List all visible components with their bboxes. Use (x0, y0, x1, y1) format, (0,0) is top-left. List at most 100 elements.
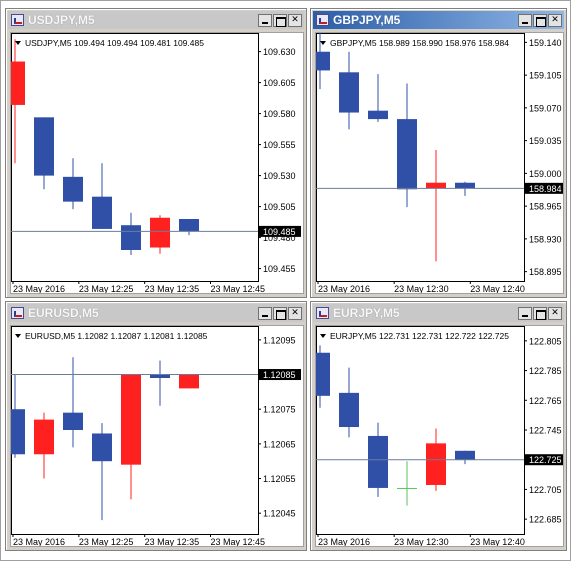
candle-body-bear (316, 352, 330, 396)
bid-price-tag (259, 225, 301, 237)
price-chart[interactable]: 109.630 109.605 109.580 109.555 109.530 109.5… (10, 32, 304, 294)
y-tick-label: 122.745 (529, 426, 562, 436)
candle-body-bull (11, 61, 25, 105)
x-tick-label: 23 May 2016 (13, 284, 65, 294)
maximize-button[interactable] (273, 13, 287, 27)
symbol-info: EURJPY,M5 122.731 122.731 122.722 122.72… (330, 331, 509, 341)
symbol-info: USDJPY,M5 109.494 109.494 109.481 109.48… (25, 38, 204, 48)
x-tick-label: 23 May 12:40 (470, 284, 525, 294)
title-bar[interactable]: EURJPY,M5 (313, 304, 564, 322)
title-bar[interactable]: USDJPY,M5 (8, 11, 304, 29)
candle-body-bear (397, 119, 417, 190)
y-tick-label: 122.805 (529, 336, 562, 346)
candle-body-bear (11, 409, 25, 455)
close-button[interactable] (548, 306, 562, 320)
title-bar[interactable]: EURUSD,M5 (8, 304, 304, 322)
triangle-down-icon[interactable] (15, 334, 21, 338)
y-tick-label: 109.555 (263, 140, 296, 150)
close-button[interactable] (288, 13, 302, 27)
y-tick-label: 159.140 (529, 38, 562, 48)
minimize-button[interactable] (518, 13, 532, 27)
x-tick-label: 23 May 12:30 (394, 284, 449, 294)
y-tick-label: 109.580 (263, 109, 296, 119)
bid-price-label: 1.12085 (263, 370, 296, 380)
plot-frame (316, 326, 525, 535)
candle-body-bear (63, 176, 83, 202)
symbol-info: GBPJPY,M5 158.989 158.990 158.976 158.98… (330, 38, 509, 48)
chart-window-icon (11, 307, 24, 319)
y-tick-label: 1.12055 (263, 474, 296, 484)
y-tick-label: 1.12065 (263, 439, 296, 449)
candle-body-bull (179, 374, 199, 389)
maximize-button[interactable] (273, 306, 287, 320)
candle-body-bear (150, 374, 170, 378)
price-chart[interactable]: 159.140 159.105 159.070 159.035 159.000 158.9… (315, 32, 564, 294)
window-title: GBPJPY,M5 (333, 13, 401, 27)
candle-body-bear (455, 450, 475, 460)
candle-body-bear (92, 196, 112, 229)
minimize-button[interactable] (518, 306, 532, 320)
x-tick-label: 23 May 2016 (318, 284, 370, 294)
y-tick-label: 122.705 (529, 485, 562, 495)
y-tick-label: 109.455 (263, 264, 296, 274)
triangle-down-icon[interactable] (15, 41, 21, 45)
y-tick-label: 159.070 (529, 103, 562, 113)
candle-body-bear (397, 487, 417, 489)
bid-price-label: 122.725 (529, 455, 562, 465)
symbol-info: EURUSD,M5 1.12082 1.12087 1.12081 1.1208… (25, 331, 208, 341)
title-bar[interactable]: GBPJPY,M5 (313, 11, 564, 29)
triangle-down-icon[interactable] (320, 334, 326, 338)
x-tick-label: 23 May 12:45 (211, 537, 266, 547)
chart-window-usdjpy[interactable]: USDJPY,M5 109.630109.605109.580109.55510… (5, 8, 307, 298)
x-tick-label: 23 May 12:30 (394, 537, 449, 547)
close-button[interactable] (288, 306, 302, 320)
bid-price-tag (525, 182, 563, 194)
bid-price-label: 109.485 (263, 227, 296, 237)
candle-body-bear (121, 225, 141, 250)
chart-window-gbpjpy[interactable]: GBPJPY,M5 159.140159.105159.070159.03515… (310, 8, 567, 298)
window-title: USDJPY,M5 (28, 13, 95, 27)
candle-body-bear (316, 51, 330, 71)
x-tick-label: 23 May 12:35 (145, 284, 200, 294)
candle-body-bear (34, 117, 54, 176)
chart-window-eurjpy[interactable]: EURJPY,M5 122.805122.785122.765122.74512… (310, 301, 567, 551)
chart-window-icon (316, 307, 329, 319)
minimize-button[interactable] (258, 306, 272, 320)
price-chart[interactable]: 122.805 122.785 122.765 122.745 122.725 122.7… (315, 325, 564, 547)
y-tick-label: 122.685 (529, 515, 562, 525)
maximize-button[interactable] (533, 13, 547, 27)
y-tick-label: 109.480 (263, 233, 296, 243)
y-tick-label: 1.12045 (263, 509, 296, 519)
chart-window-eurusd[interactable]: EURUSD,M5 1.120951.120851.120751.120651.… (5, 301, 307, 551)
x-tick-label: 23 May 12:35 (145, 537, 200, 547)
candle-body-bull (426, 182, 446, 189)
maximize-button[interactable] (533, 306, 547, 320)
candle-body-bear (455, 182, 475, 189)
x-tick-label: 23 May 12:25 (79, 284, 134, 294)
bid-price-label: 158.984 (529, 184, 562, 194)
y-tick-label: 122.765 (529, 396, 562, 406)
close-button[interactable] (548, 13, 562, 27)
candle-body-bear (92, 433, 112, 462)
y-tick-label: 109.505 (263, 202, 296, 212)
y-tick-label: 109.630 (263, 47, 296, 57)
triangle-down-icon[interactable] (320, 41, 326, 45)
y-tick-label: 109.530 (263, 171, 296, 181)
candle-body-bear (63, 412, 83, 430)
price-chart[interactable]: 1.12095 1.12085 1.12075 1.12065 1.12055 1.120… (10, 325, 304, 547)
y-tick-label: 159.035 (529, 136, 562, 146)
y-tick-label: 1.12075 (263, 405, 296, 415)
minimize-button[interactable] (258, 13, 272, 27)
x-tick-label: 23 May 2016 (318, 537, 370, 547)
chart-window-icon (11, 14, 24, 26)
y-tick-label: 109.605 (263, 78, 296, 88)
bid-price-tag (259, 369, 301, 381)
candle-body-bull (426, 443, 446, 485)
candle-body-bear (339, 72, 359, 113)
candle-body-bear (179, 219, 199, 232)
bid-price-tag (525, 454, 563, 466)
y-tick-label: 159.000 (529, 169, 562, 179)
candle-body-bull (34, 419, 54, 455)
window-title: EURJPY,M5 (333, 306, 400, 320)
